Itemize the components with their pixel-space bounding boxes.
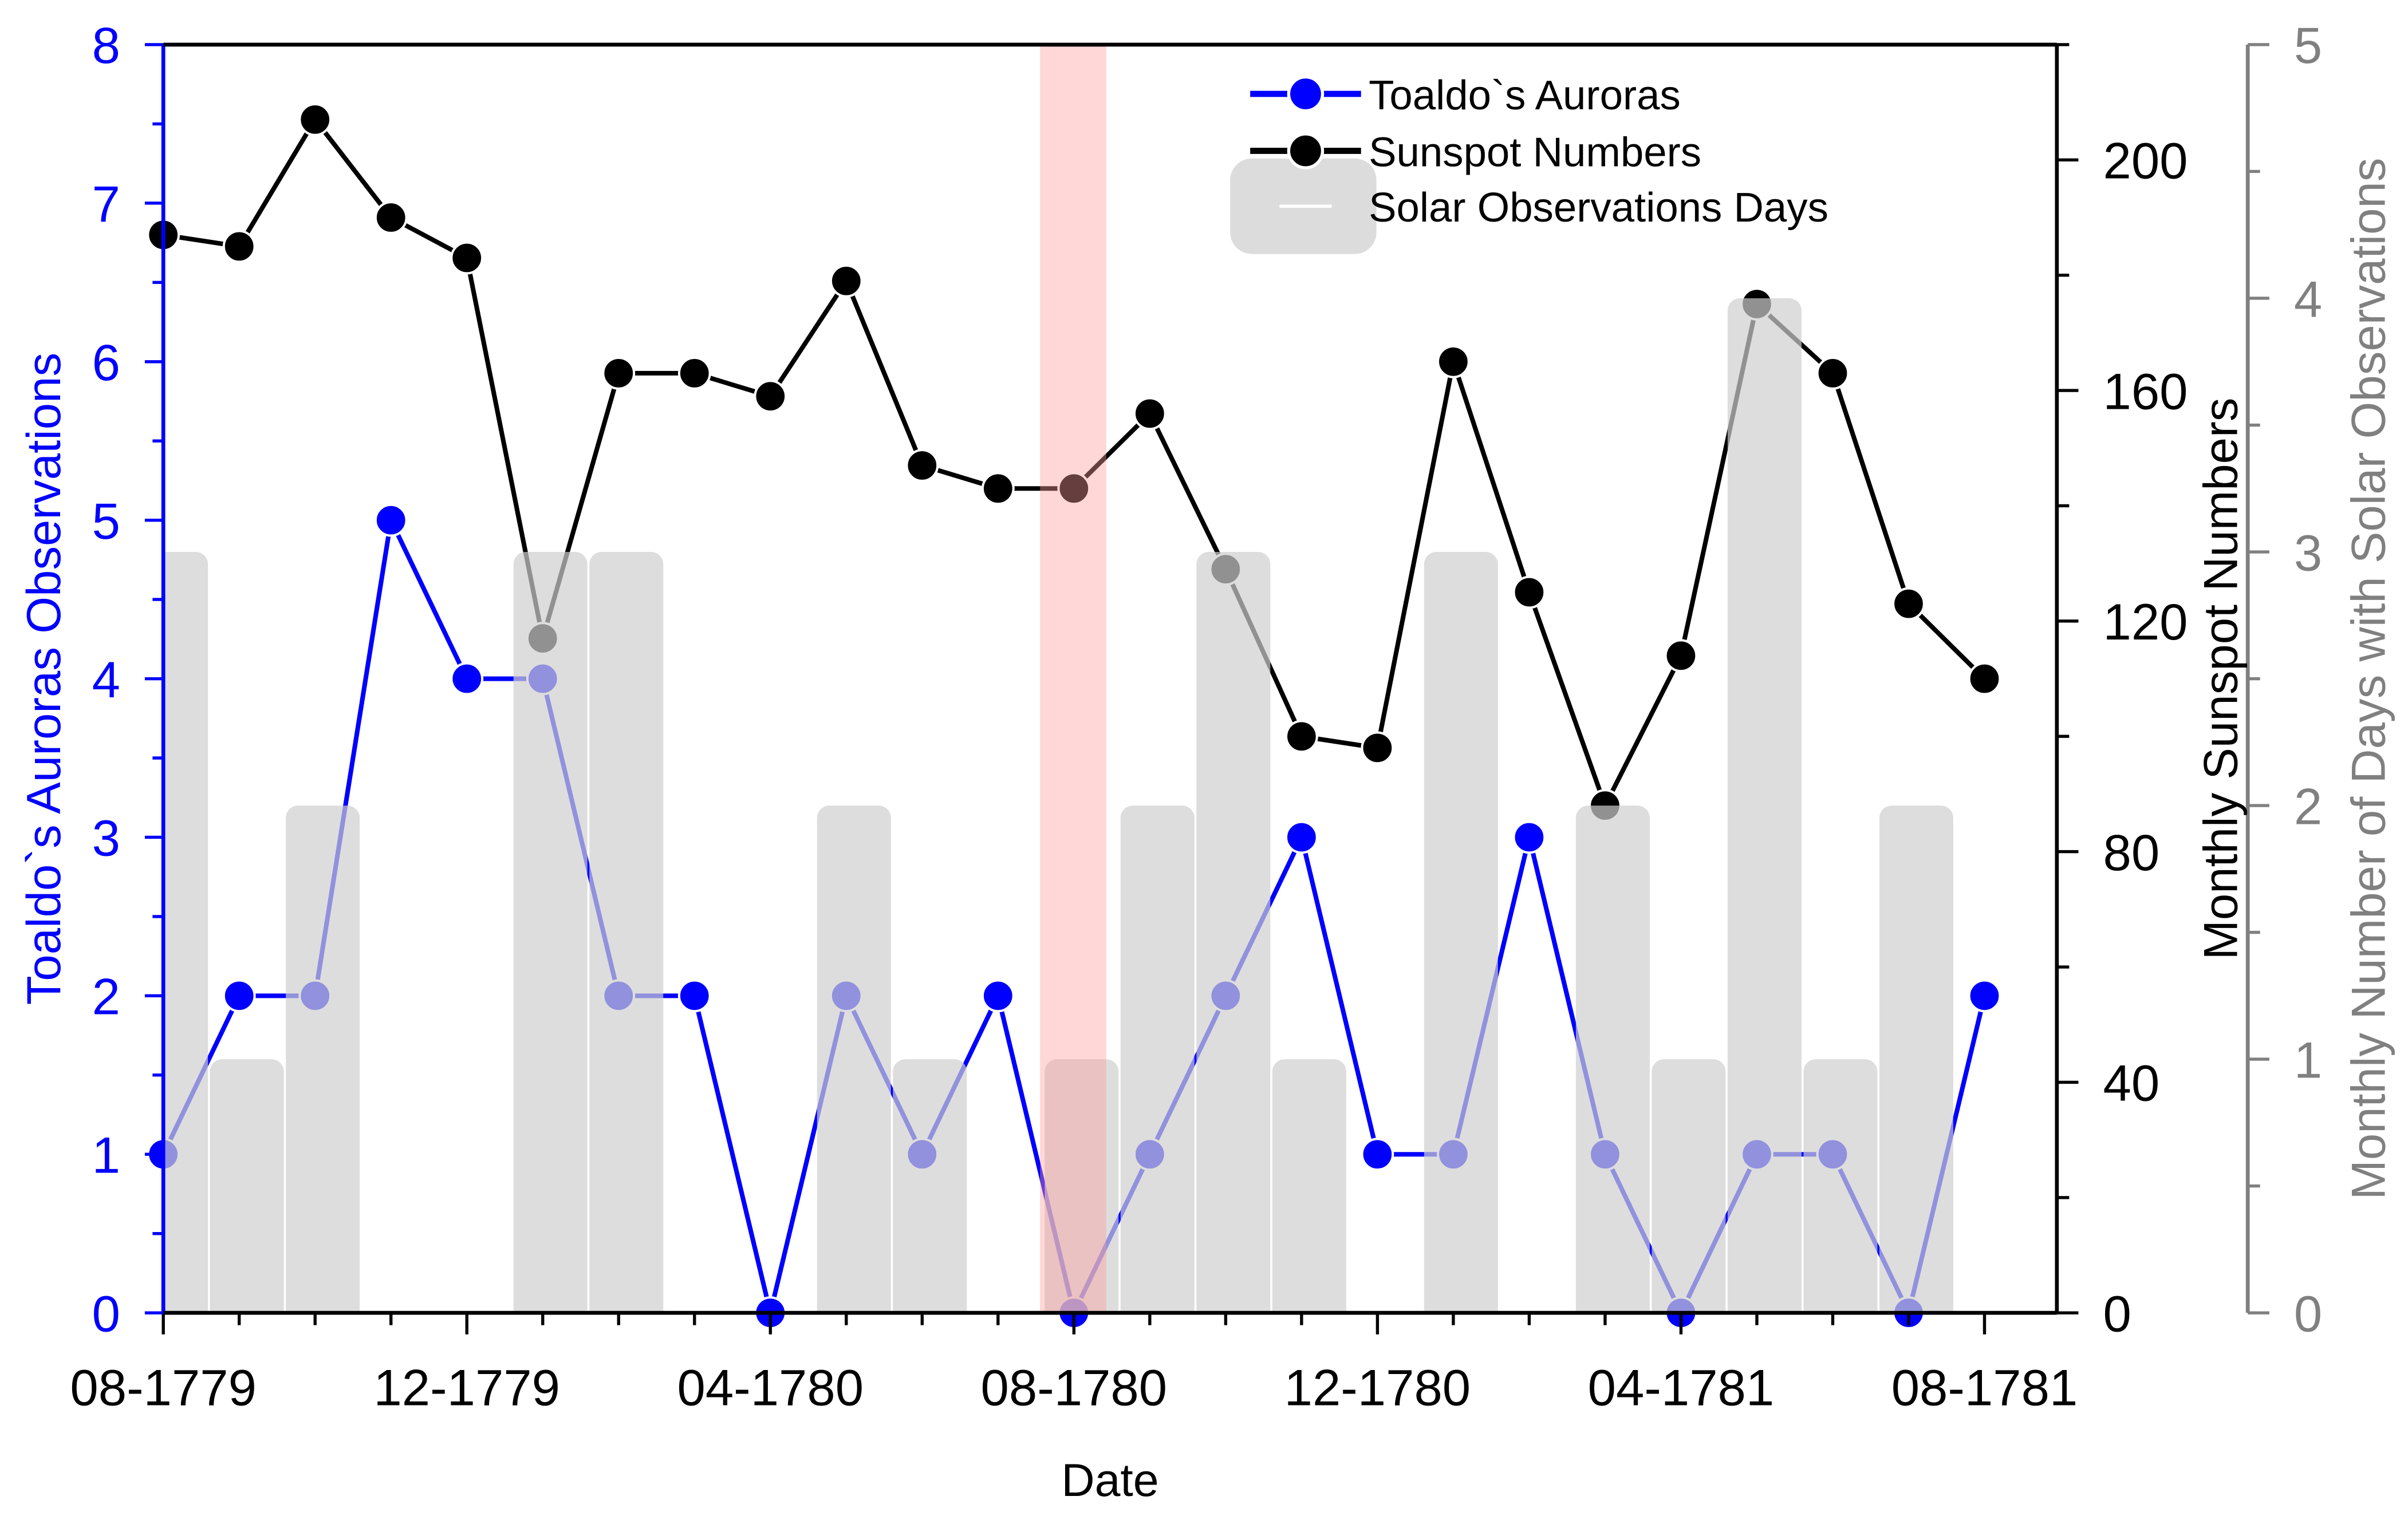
solar-days-bar — [1272, 1059, 1346, 1313]
aurora-point — [450, 662, 484, 696]
aurora-point — [374, 503, 408, 537]
left-tick-label: 8 — [92, 17, 120, 74]
sunspot-point — [298, 102, 332, 136]
x-tick-label: 08-1781 — [1891, 1359, 2078, 1416]
left-tick-label: 6 — [92, 334, 120, 391]
x-tick-label: 12-1779 — [373, 1359, 560, 1416]
sunspot-point — [1968, 662, 2001, 696]
aurora-point — [1361, 1138, 1394, 1171]
solar-days-bar — [1575, 806, 1650, 1313]
sunspot-point — [1284, 720, 1318, 753]
x-axis-label: Date — [1061, 1455, 1158, 1506]
solar-days-bar — [1727, 298, 1802, 1313]
legend: Toaldo`s Auroras Sunspot Numbers Solar Obs… — [1230, 72, 1828, 254]
sunspot-point — [1436, 345, 1470, 378]
solar-days-bar — [589, 552, 664, 1313]
sunspot-point — [1512, 575, 1546, 609]
right-tick-label: 200 — [2103, 133, 2188, 189]
sunspot-point — [829, 264, 863, 298]
x-tick-label: 08-1780 — [981, 1359, 1168, 1416]
right2-tick-label: 0 — [2294, 1285, 2322, 1342]
x-tick-label: 12-1780 — [1284, 1359, 1471, 1416]
sunspot-point — [677, 356, 711, 390]
aurora-point — [222, 979, 256, 1013]
right2-tick-label: 1 — [2294, 1032, 2322, 1088]
solar-days-bar — [1045, 1059, 1119, 1313]
right-tick-label: 80 — [2103, 824, 2159, 881]
solar-days-bar — [1120, 806, 1195, 1313]
aurora-point — [981, 979, 1015, 1013]
x-tick-label: 08-1779 — [70, 1359, 257, 1416]
sunspot-point — [450, 241, 484, 275]
solar-days-bar — [893, 1059, 967, 1313]
solar-days-bar — [163, 552, 208, 1313]
solar-days-bar — [513, 552, 588, 1313]
sunspot-point — [1361, 731, 1394, 765]
solar-days-bar — [1652, 1059, 1726, 1313]
x-tick-label: 04-1780 — [677, 1359, 864, 1416]
left-tick-label: 2 — [92, 969, 120, 1025]
right-axis-label: Monthly Sunspot Numbers — [2194, 398, 2247, 960]
sunspot-point — [1892, 587, 1925, 621]
solar-days-bar — [1879, 806, 1953, 1313]
sunspot-point — [374, 201, 408, 234]
legend-label: Toaldo`s Auroras — [1369, 72, 1681, 119]
aurora-point — [1968, 979, 2001, 1013]
left-tick-label: 3 — [92, 810, 120, 867]
aurora-point — [1512, 820, 1546, 854]
right-tick-label: 40 — [2103, 1055, 2159, 1112]
right2-axis-label: Monthly Number of Days with Solar Observ… — [2342, 158, 2395, 1200]
sunspot-point — [602, 356, 636, 390]
sunspot-point — [1133, 397, 1166, 431]
left-tick-label: 5 — [92, 493, 120, 550]
x-tick-label: 04-1781 — [1588, 1359, 1775, 1416]
solar-days-bar — [1196, 552, 1271, 1313]
legend-marker-swatch — [1287, 132, 1325, 169]
left-tick-label: 7 — [92, 176, 120, 232]
aurora-point — [677, 979, 711, 1013]
right-tick-label: 0 — [2103, 1285, 2131, 1342]
sunspot-point — [222, 230, 256, 263]
solar-days-bar — [1424, 552, 1498, 1313]
right2-tick-label: 5 — [2294, 17, 2322, 74]
left-tick-label: 1 — [92, 1127, 120, 1184]
legend-label: Sunspot Numbers — [1369, 129, 1701, 175]
legend-label: Solar Observations Days — [1369, 184, 1828, 231]
left-axis-label: Toaldo`s Auroras Observations — [17, 353, 70, 1005]
legend-marker-swatch — [1287, 75, 1325, 113]
solar-days-bar — [817, 806, 891, 1313]
left-tick-label: 4 — [92, 652, 120, 708]
sunspot-point — [905, 449, 939, 482]
solar-days-bar — [286, 806, 360, 1313]
sunspot-point — [981, 472, 1015, 506]
solar-days-bar — [210, 1059, 284, 1313]
sunspot-point — [1664, 639, 1698, 673]
solar-days-bar — [1803, 1059, 1878, 1313]
right-tick-label: 120 — [2103, 594, 2188, 650]
right2-tick-label: 4 — [2294, 271, 2322, 327]
sunspot-point — [754, 380, 787, 413]
sunspot-point — [1057, 472, 1091, 506]
aurora-point — [1284, 820, 1318, 854]
right-tick-label: 160 — [2103, 363, 2188, 420]
sunspot-point — [1816, 356, 1850, 390]
highlight-band — [1040, 44, 1106, 1313]
left-tick-label: 0 — [92, 1285, 120, 1342]
right2-tick-label: 2 — [2294, 778, 2322, 835]
overlay-layer — [163, 44, 1953, 1313]
axes-layer: 08-1779 12-1779 04-1780 08-1780 12-1780 04-17… — [17, 17, 2395, 1506]
right2-tick-label: 3 — [2294, 524, 2322, 581]
